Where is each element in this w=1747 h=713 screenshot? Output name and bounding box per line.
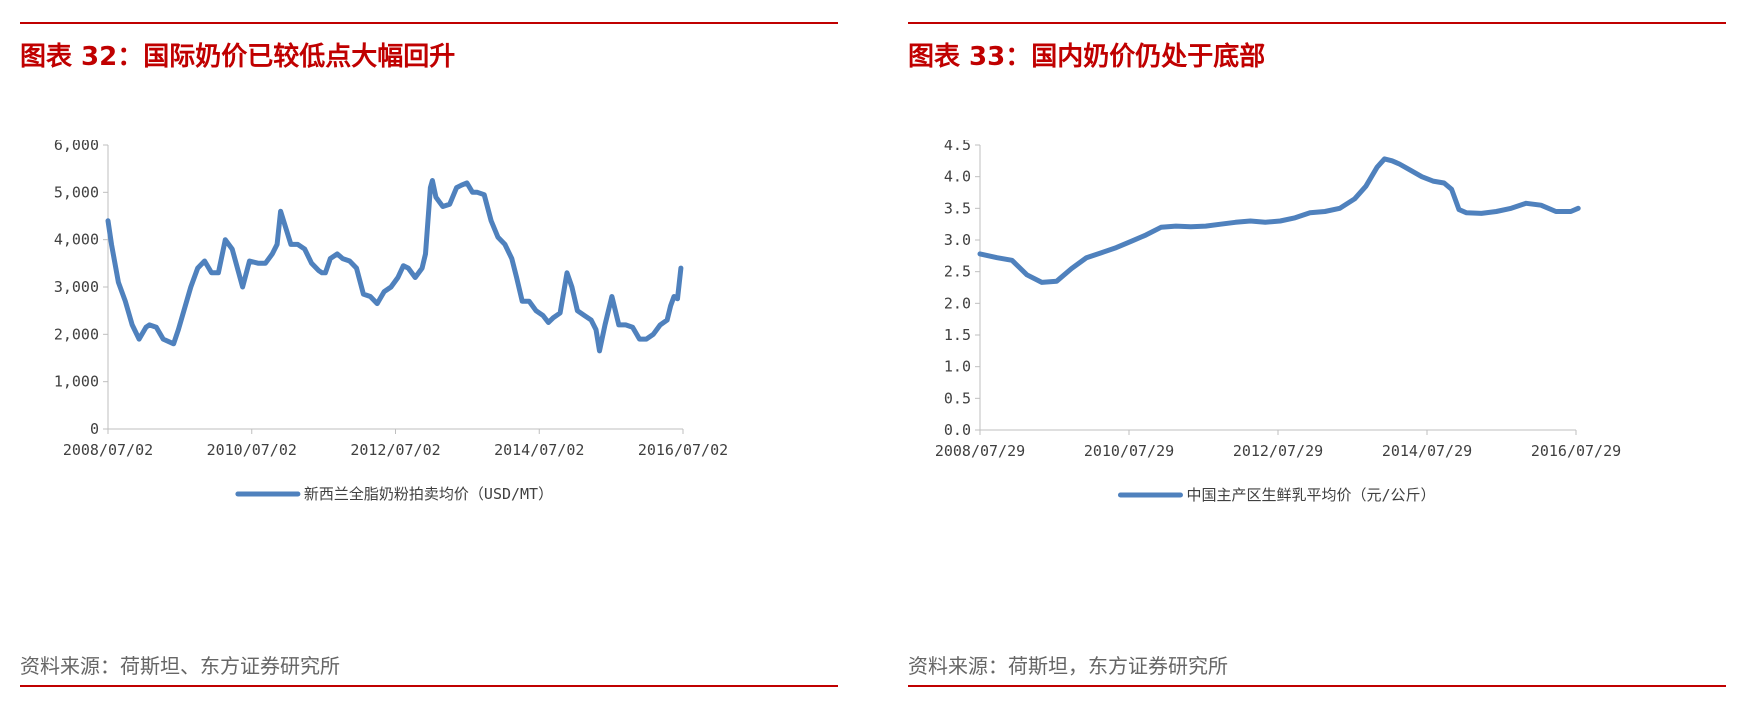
y-tick-label: 1.0 xyxy=(944,358,971,376)
y-tick-label: 4,000 xyxy=(54,231,99,249)
x-tick-label: 2016/07/29 xyxy=(1531,442,1621,460)
source-note: 资料来源：荷斯坦、东方证券研究所 xyxy=(20,654,340,678)
y-tick-label: 0.0 xyxy=(944,421,971,439)
bottom-rule xyxy=(908,685,1726,687)
left-panel: 图表 32：国际奶价已较低点大幅回升 0 1,000 2,000 3,000 4,000… xyxy=(20,0,838,713)
source-note: 资料来源：荷斯坦，东方证券研究所 xyxy=(908,654,1228,678)
legend: 中国主产区生鲜乳平均价（元/公斤） xyxy=(1117,486,1436,504)
chart-left: 0 1,000 2,000 3,000 4,000 5,000 6,000 2008/07/0… xyxy=(54,140,728,503)
y-tick-label: 4.5 xyxy=(944,140,971,154)
x-tick-label: 2014/07/02 xyxy=(494,441,584,459)
y-tick-label: 0.5 xyxy=(944,389,971,407)
y-tick-label: 2.0 xyxy=(944,294,971,312)
y-tick-label: 3,000 xyxy=(54,278,99,296)
y-tick-label: 6,000 xyxy=(54,140,99,154)
series-line xyxy=(977,156,1581,285)
right-panel: 图表 33：国内奶价仍处于底部 0.0 0.5 1.0 1.5 2.0 2.5 3.0 3.5… xyxy=(908,0,1726,713)
x-tick-label: 2014/07/29 xyxy=(1382,442,1472,460)
x-tick-label: 2010/07/29 xyxy=(1084,442,1174,460)
top-rule xyxy=(908,22,1726,24)
bottom-rule xyxy=(20,685,838,687)
y-tick-label: 3.5 xyxy=(944,199,971,217)
y-tick-label: 2.5 xyxy=(944,263,971,281)
y-tick-label: 1.5 xyxy=(944,326,971,344)
y-tick-label: 3.0 xyxy=(944,231,971,249)
figure-title: 图表 32：国际奶价已较低点大幅回升 xyxy=(20,42,456,72)
x-tick-label: 2016/07/02 xyxy=(638,441,728,459)
x-tick-label: 2012/07/29 xyxy=(1233,442,1323,460)
legend: 新西兰全脂奶粉拍卖均价（USD/MT） xyxy=(235,485,553,503)
x-tick-label: 2008/07/29 xyxy=(935,442,1025,460)
y-tick-label: 0 xyxy=(90,420,99,438)
x-tick-label: 2010/07/02 xyxy=(207,441,297,459)
series-line xyxy=(105,178,684,354)
y-tick-label: 4.0 xyxy=(944,168,971,186)
figure-title: 图表 33：国内奶价仍处于底部 xyxy=(908,42,1266,72)
legend-label: 新西兰全脂奶粉拍卖均价（USD/MT） xyxy=(304,485,553,503)
x-tick-label: 2012/07/02 xyxy=(350,441,440,459)
chart-right: 0.0 0.5 1.0 1.5 2.0 2.5 3.0 3.5 4.0 4.5 2008/07/29… xyxy=(935,140,1621,504)
y-tick-label: 2,000 xyxy=(54,325,99,343)
y-tick-label: 5,000 xyxy=(54,183,99,201)
x-tick-label: 2008/07/02 xyxy=(63,441,153,459)
top-rule xyxy=(20,22,838,24)
legend-label: 中国主产区生鲜乳平均价（元/公斤） xyxy=(1186,486,1435,504)
y-tick-label: 1,000 xyxy=(54,373,99,391)
